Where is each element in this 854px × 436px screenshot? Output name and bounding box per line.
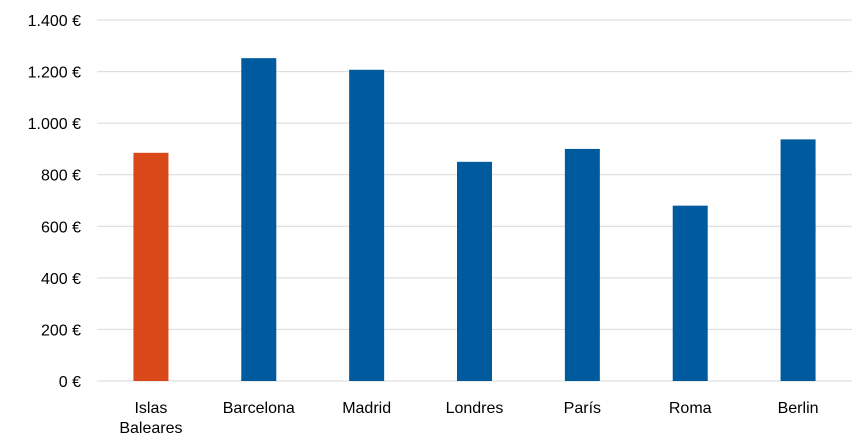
x-category-label: Roma — [669, 400, 712, 417]
bar-barcelona — [241, 58, 277, 382]
y-tick-label: 200 € — [41, 322, 81, 339]
y-axis-tick-labels: 0 € 200 € 400 € 600 € 800 € 1.000 € 1.200 € 1.4… — [28, 13, 81, 391]
bar-par-s — [564, 148, 600, 381]
y-tick-label: 400 € — [41, 271, 81, 288]
bar-roma — [672, 205, 708, 381]
x-axis-category-labels: Islas Baleares Barcelona Madrid Londres París… — [119, 400, 818, 436]
x-category-label: Londres — [446, 400, 504, 417]
bars — [133, 58, 816, 382]
y-tick-label: 0 € — [59, 374, 81, 391]
y-tick-label: 1.200 € — [28, 65, 81, 82]
y-tick-label: 1.400 € — [28, 13, 81, 30]
bar-islas — [133, 152, 169, 381]
bar-madrid — [349, 69, 385, 382]
bar-londres — [457, 161, 492, 381]
x-category-label: Barcelona — [223, 400, 295, 417]
y-tick-label: 600 € — [41, 219, 81, 236]
x-category-label: París — [564, 400, 601, 417]
y-tick-label: 1.000 € — [28, 116, 81, 133]
x-category-label: Berlin — [778, 400, 819, 417]
x-category-label: Islas Baleares — [119, 400, 182, 436]
bar-berlin — [780, 139, 816, 381]
y-tick-label: 800 € — [41, 168, 81, 185]
x-category-label: Madrid — [342, 400, 391, 417]
